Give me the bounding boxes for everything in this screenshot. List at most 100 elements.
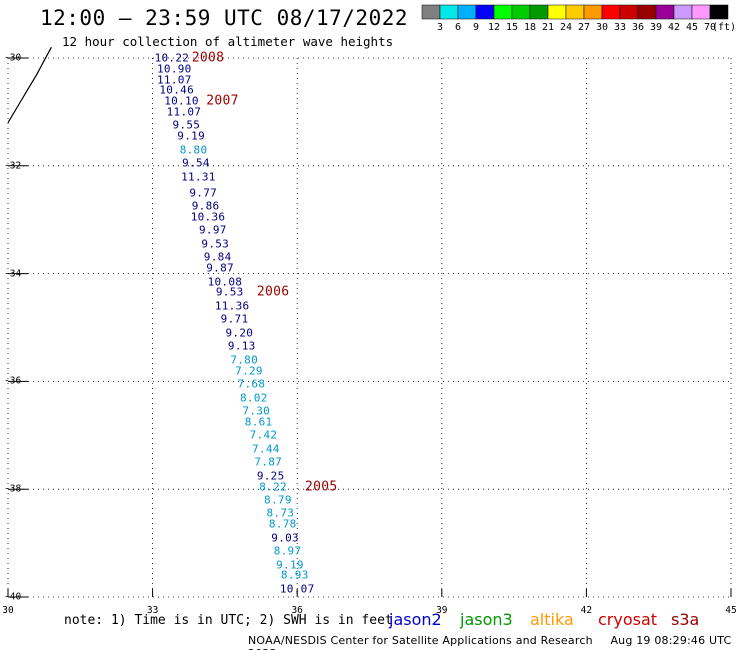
footer: NOAA/NESDIS Center for Satellite Applica… <box>248 634 740 650</box>
wave-height-label: 8.61 <box>244 415 273 429</box>
wave-height-label: 10.46 <box>159 83 194 97</box>
colorbar-label: 6 <box>454 22 462 33</box>
wave-height-label: 10.22 <box>154 51 190 65</box>
wave-height-label: 9.53 <box>215 285 244 299</box>
wave-height-label: 8.93 <box>280 568 309 582</box>
wave-height-label: 9.03 <box>271 531 299 545</box>
colorbar-label: 70 <box>703 22 717 33</box>
colorbar-swatch <box>619 4 639 20</box>
wave-height-label: 9.86 <box>191 199 220 213</box>
wave-height-label: 9.19 <box>177 129 206 143</box>
colorbar-swatch <box>421 4 441 20</box>
colorbar-label: 9 <box>472 22 480 33</box>
y-tick-label: -38 <box>4 483 22 495</box>
note-text: note: 1) Time is in UTC; 2) SWH is in fe… <box>64 613 393 628</box>
wave-height-label: 9.19 <box>276 558 304 572</box>
wave-height-label: 9.77 <box>189 186 218 200</box>
wave-height-label: 8.73 <box>266 506 295 520</box>
x-tick-label: 30 <box>2 605 14 616</box>
colorbar-label: 24 <box>559 22 573 33</box>
colorbar-swatch <box>637 4 657 20</box>
colorbar-label: 39 <box>649 22 663 33</box>
wave-height-label: 9.97 <box>198 223 227 237</box>
y-tick-label: -40 <box>4 591 22 603</box>
wave-height-label: 8.22 <box>259 480 287 493</box>
wave-height-label: 7.80 <box>230 353 259 367</box>
wave-height-label: 9.84 <box>203 250 232 264</box>
x-tick-label: 42 <box>580 605 593 616</box>
colorbar-label: 21 <box>541 22 555 33</box>
wave-height-label: 8.97 <box>273 544 302 558</box>
wave-height-label: 9.25 <box>256 469 285 483</box>
legend-item: jason3 <box>460 610 513 629</box>
colorbar-label: 36 <box>631 22 645 33</box>
colorbar-swatch <box>673 4 693 20</box>
wave-height-label: 10.90 <box>156 62 192 76</box>
colorbar-label: 3 <box>436 22 444 33</box>
colorbar-swatch <box>709 4 729 20</box>
wave-height-label: 8.02 <box>239 391 268 405</box>
wave-height-label: 9.87 <box>206 261 234 275</box>
colorbar-swatch <box>493 4 513 20</box>
colorbar-label: 42 <box>667 22 681 33</box>
legend-item: cryosat <box>598 610 658 629</box>
wave-height-label: 9.71 <box>220 312 249 326</box>
wave-height-label: 10.10 <box>164 94 199 108</box>
x-tick-label: 45 <box>725 605 737 616</box>
footer-timestamp: Aug 19 08:29:46 UTC 2022 <box>248 634 732 650</box>
wave-height-label: 7.30 <box>242 404 271 418</box>
wave-height-label: 7.44 <box>252 442 280 456</box>
wave-height-label: 8.78 <box>268 517 297 531</box>
x-tick-label: 39 <box>436 605 448 616</box>
wave-height-label: 9.55 <box>172 118 201 132</box>
coastline <box>7 46 52 124</box>
y-tick-label: -30 <box>4 52 22 64</box>
wave-height-label: 7.87 <box>254 455 283 469</box>
wave-height-label: 9.54 <box>182 156 210 170</box>
y-tick-label: -34 <box>4 268 22 280</box>
colorbar-label: 27 <box>577 22 591 33</box>
colorbar-swatch <box>565 4 585 20</box>
colorbar-swatch <box>457 4 477 20</box>
wave-height-label: 8.80 <box>179 143 208 157</box>
wave-height-label: 7.42 <box>249 428 278 442</box>
colorbar-swatch <box>511 4 531 20</box>
legend-item: s3a <box>671 610 700 629</box>
map-title: 12:00 – 23:59 UTC 08/17/2022 <box>40 6 409 30</box>
time-marker-label: 2006 <box>256 284 290 300</box>
wave-height-label: 8.79 <box>264 493 292 507</box>
wave-height-label: 11.36 <box>214 299 250 313</box>
colorbar-swatch <box>547 4 567 20</box>
wave-height-label: 7.68 <box>237 377 266 391</box>
colorbar-label: (ft) <box>711 22 737 33</box>
wave-height-label: 11.07 <box>166 105 202 119</box>
y-tick-label: -32 <box>4 160 22 172</box>
x-tick-label: 33 <box>146 605 159 616</box>
wave-height-label: 9.53 <box>201 237 230 251</box>
colorbar-swatch <box>601 4 621 20</box>
colorbar-swatch <box>691 4 711 20</box>
y-tick-label: -36 <box>4 375 22 387</box>
colorbar-swatch <box>529 4 549 20</box>
colorbar-label: 30 <box>595 22 609 33</box>
x-tick-label: 36 <box>291 605 303 616</box>
time-marker-label: 2005 <box>305 479 338 494</box>
wave-height-label: 11.07 <box>156 73 192 87</box>
colorbar-swatch <box>475 4 495 20</box>
legend-item: jason2 <box>389 610 442 629</box>
footer-credit: NOAA/NESDIS Center for Satellite Applica… <box>248 634 593 647</box>
colorbar-label: 15 <box>505 22 519 33</box>
wave-height-label: 10.07 <box>279 582 315 596</box>
wave-height-label: 10.08 <box>207 275 243 289</box>
wave-height-label: 9.20 <box>225 326 254 340</box>
wave-height-label: 7.29 <box>235 364 263 378</box>
wave-height-label: 11.31 <box>181 170 216 184</box>
legend-item: altika <box>530 610 574 629</box>
colorbar-label: 12 <box>487 22 501 33</box>
map-subtitle: 12 hour collection of altimeter wave hei… <box>62 34 394 49</box>
colorbar-label: 18 <box>523 22 537 33</box>
time-marker-label: 2008 <box>191 50 225 66</box>
colorbar-label: 45 <box>685 22 699 33</box>
